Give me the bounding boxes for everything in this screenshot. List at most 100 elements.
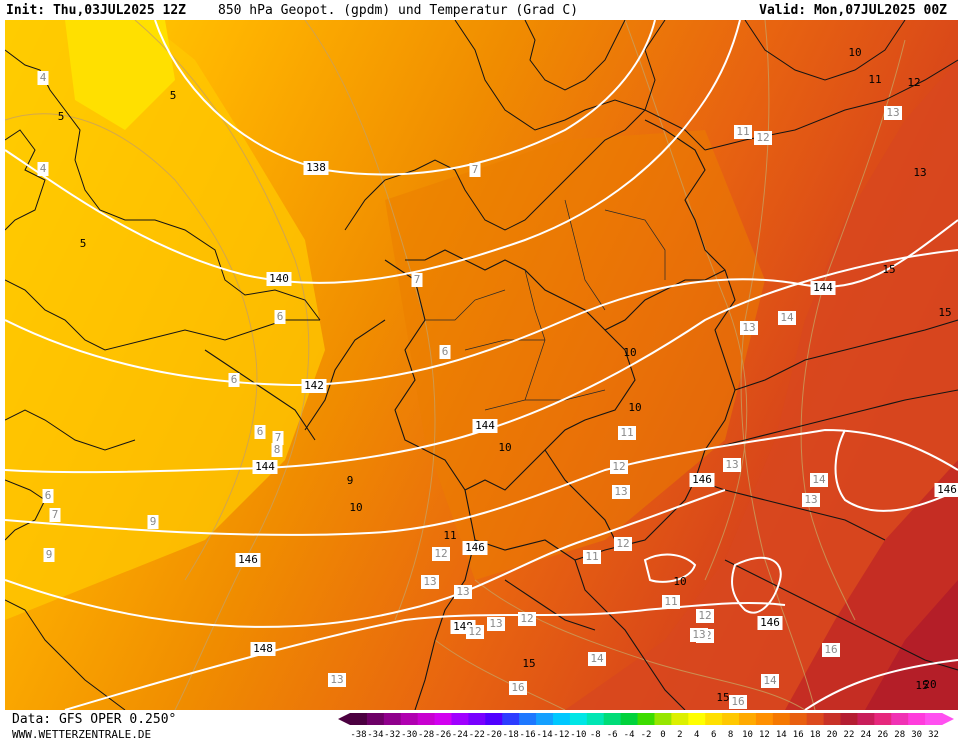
temperature-label-box [884, 106, 902, 120]
legend-tick-label: -6 [607, 730, 618, 740]
geopotential-label: 146 [760, 616, 780, 629]
temperature-label: 14 [780, 311, 794, 324]
legend-tick-label: -34 [367, 730, 383, 740]
legend-swatch [603, 713, 622, 725]
temperature-label: 7 [275, 431, 282, 444]
temperature-label: 13 [886, 106, 899, 119]
temperature-label-box [662, 595, 680, 609]
temperature-label-box [612, 485, 630, 499]
temperature-label: 14 [590, 652, 604, 665]
legend-swatch [925, 713, 943, 725]
temperature-label: 12 [907, 76, 920, 89]
legend-tick-label: 28 [894, 730, 905, 740]
geopotential-label: 146 [692, 473, 712, 486]
geopotential-label: 144 [255, 460, 275, 473]
legend-tick-label: -38 [350, 730, 366, 740]
temperature-label: 7 [52, 508, 59, 521]
legend-tick-label: -26 [435, 730, 451, 740]
geopotential-label-box [472, 419, 498, 433]
temperature-label: 15 [938, 306, 951, 319]
geopotential-label-box [757, 616, 783, 630]
mid-zone-center [385, 130, 765, 580]
temperature-label-box [583, 550, 601, 564]
temperature-label-box [454, 585, 472, 599]
legend-swatch [637, 713, 655, 725]
legend-tick-label: 0 [660, 730, 665, 740]
temperature-label-box [696, 609, 714, 623]
temperature-label-box [723, 458, 741, 472]
regional-borders [425, 199, 666, 411]
temperature-label-box [754, 131, 772, 145]
temperature-label: 10 [349, 501, 362, 514]
geopotential-label: 146 [465, 541, 485, 554]
legend-swatch [857, 713, 875, 725]
temperature-label-box [328, 673, 346, 687]
legend-tick-label: -2 [641, 730, 652, 740]
legend-tick-label: 16 [793, 730, 804, 740]
legend-tick-label: -30 [401, 730, 417, 740]
legend-tick-label: 18 [810, 730, 821, 740]
legend-arrow-right [942, 713, 954, 725]
geopotential-label-box [252, 460, 278, 474]
temperature-label-box [37, 71, 49, 85]
legend-tick-label: 4 [694, 730, 699, 740]
geopotential-label-box [810, 281, 836, 295]
temperature-label: 6 [231, 373, 238, 386]
temperature-label: 4 [40, 162, 47, 175]
legend-swatch [840, 713, 858, 725]
temperature-label: 14 [812, 473, 826, 486]
temperature-label-box [254, 425, 266, 439]
temperature-label: 11 [443, 529, 456, 542]
legend-tick-label: -20 [486, 730, 502, 740]
national-borders [204, 119, 958, 710]
temperature-label: 12 [612, 460, 625, 473]
geopotential-label: 144 [475, 419, 495, 432]
legend-tick-label: -24 [452, 730, 468, 740]
temperature-label-box [822, 643, 840, 657]
legend-tick-label: 32 [928, 730, 939, 740]
legend-swatch [755, 713, 774, 725]
temperature-label: 13 [804, 493, 817, 506]
valid-time: Valid: Mon,07JUL2025 00Z [759, 2, 947, 18]
legend-tick-label: 20 [827, 730, 838, 740]
temperature-label-box [147, 515, 159, 529]
legend-swatch [789, 713, 808, 725]
legend-swatch [383, 713, 402, 725]
legend-swatch [620, 713, 639, 725]
temperature-label-box [421, 575, 439, 589]
legend-swatch [772, 713, 791, 725]
temperature-label-box [42, 489, 54, 503]
legend-tick-label: 24 [860, 730, 871, 740]
temperature-label: 20 [923, 678, 936, 691]
legend-swatch [485, 713, 503, 725]
geopotential-label-box [462, 541, 488, 555]
legend-tick-label: -16 [519, 730, 535, 740]
temperature-label: 6 [277, 310, 284, 323]
legend-arrow-left [338, 713, 350, 725]
temperature-label: 13 [913, 166, 926, 179]
legend-tick-label: 6 [711, 730, 716, 740]
temperature-label: 10 [848, 46, 861, 59]
temperature-label-box [274, 310, 286, 324]
temperature-label: 13 [692, 628, 705, 641]
legend-swatch [434, 713, 452, 725]
temperature-label: 11 [868, 73, 881, 86]
temperature-label-box [43, 548, 55, 562]
website: WWW.WETTERZENTRALE.DE [12, 728, 152, 741]
legend-swatch [468, 713, 486, 725]
legend-swatch [908, 713, 926, 725]
temperature-label: 10 [673, 575, 686, 588]
temperature-label: 5 [170, 89, 177, 102]
legend-swatch [536, 713, 554, 725]
init-time: Init: Thu,03JUL2025 12Z [6, 2, 187, 18]
temperature-label-box [734, 125, 752, 139]
geopotential-label-box [301, 379, 327, 393]
temperature-label: 12 [468, 625, 481, 638]
legend-swatch [671, 713, 689, 725]
geopotential-label: 140 [269, 272, 289, 285]
temperature-label-box [761, 674, 779, 688]
legend-tick-label: 2 [677, 730, 682, 740]
temperature-label-box [272, 431, 284, 445]
